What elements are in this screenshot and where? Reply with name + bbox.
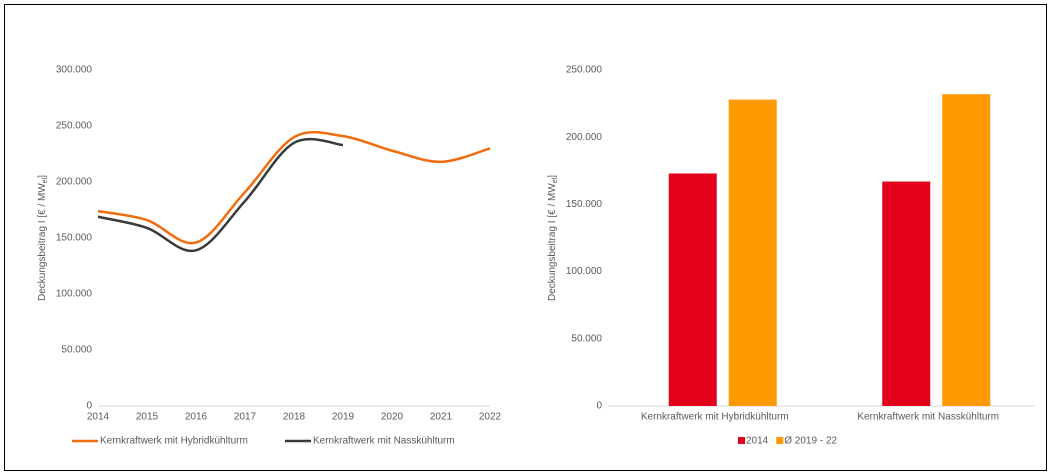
y-tick-label: 50.000: [571, 333, 602, 344]
y-axis-label-part: ]: [37, 175, 48, 178]
legend-label: 2014: [746, 436, 769, 447]
bar: [942, 94, 991, 406]
y-tick-label: 250.000: [56, 121, 93, 132]
y-axis-label-part: Deckungsbeitrag I [€ / MW: [37, 183, 48, 301]
y-axis-label-part: el: [552, 177, 559, 183]
x-tick-label: 2016: [185, 412, 208, 423]
y-tick-label: 150.000: [56, 233, 93, 244]
bar: [668, 173, 717, 406]
y-tick-label: 150.000: [566, 199, 603, 210]
y-tick-label: 250.000: [566, 65, 603, 76]
y-axis-label-part: Deckungsbeitrag I [€ / MW: [547, 183, 558, 301]
y-tick-label: 200.000: [566, 132, 603, 143]
y-axis-label: Deckungsbeitrag I [€ / MWel]: [547, 175, 560, 301]
series-line: [97, 130, 491, 245]
series-line: [97, 137, 344, 253]
x-tick-label: 2014: [87, 412, 110, 423]
frame: [4, 4, 1047, 471]
y-axis-label-part: ]: [547, 175, 558, 178]
y-tick-label: 0: [86, 401, 92, 412]
x-tick-label: 2017: [234, 412, 257, 423]
x-tick-label: 2020: [381, 412, 404, 423]
y-tick-label: 300.000: [56, 65, 93, 76]
legend-label: Ø 2019 - 22: [784, 436, 837, 447]
x-tick-label: 2019: [332, 412, 355, 423]
bar: [728, 99, 777, 407]
legend-label: Kernkraftwerk mit Nasskühlturm: [313, 436, 455, 447]
y-tick-label: 0: [596, 401, 602, 412]
x-tick-label: Kernkraftwerk mit Nasskühlturm: [857, 412, 999, 423]
bar: [882, 181, 931, 406]
x-tick-label: 2015: [136, 412, 159, 423]
x-tick-label: 2022: [479, 412, 502, 423]
y-tick-label: 100.000: [56, 289, 93, 300]
y-tick-label: 100.000: [566, 266, 603, 277]
x-tick-label: 2021: [430, 412, 453, 423]
legend-swatch: [738, 437, 745, 444]
y-axis-label-part: el: [42, 177, 49, 183]
x-tick-label: 2018: [283, 412, 306, 423]
legend-label: Kernkraftwerk mit Hybridkühlturm: [100, 436, 248, 447]
y-axis-label: Deckungsbeitrag I [€ / MWel]: [37, 175, 50, 301]
y-tick-label: 200.000: [56, 177, 93, 188]
y-tick-label: 50.000: [61, 345, 92, 356]
x-tick-label: Kernkraftwerk mit Hybridkühlturm: [641, 412, 789, 423]
legend-swatch: [776, 437, 784, 444]
